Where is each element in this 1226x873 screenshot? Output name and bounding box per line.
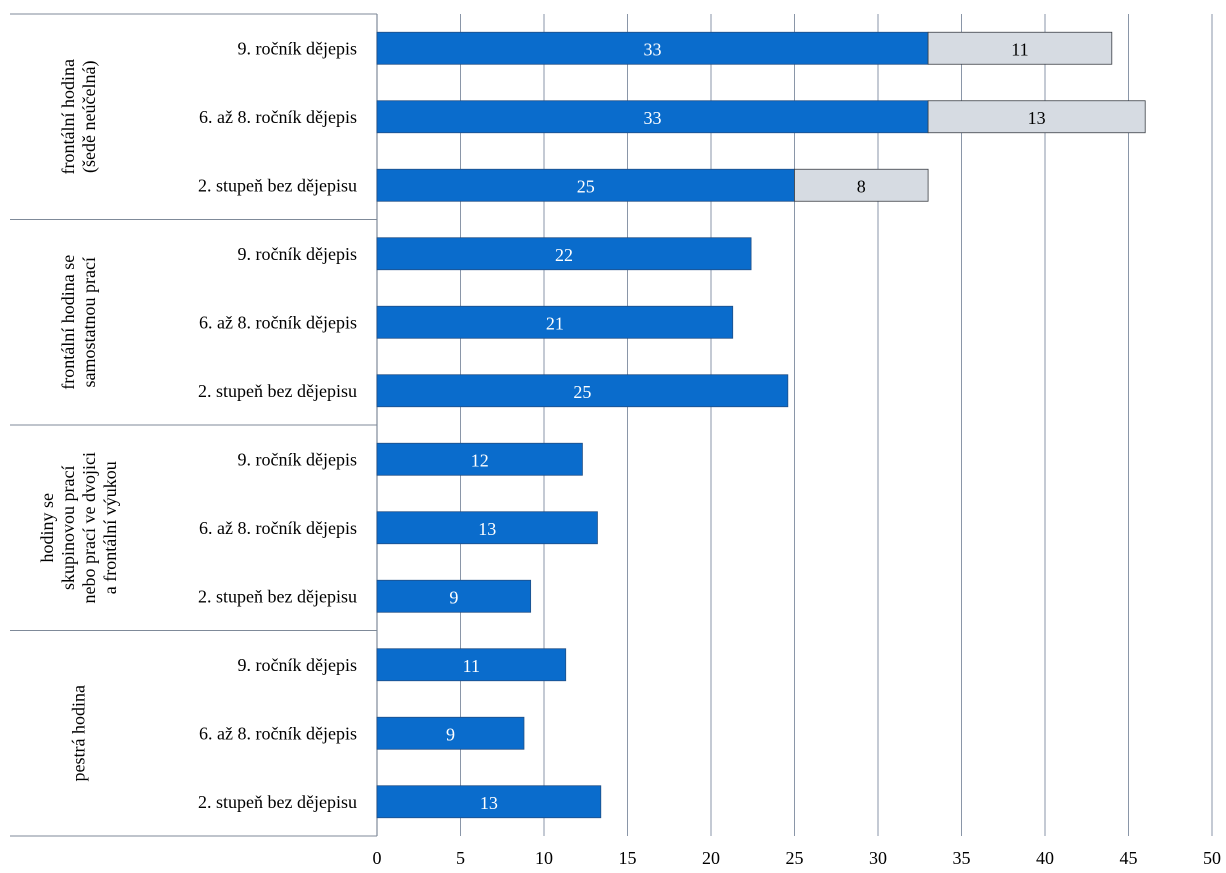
x-tick-label: 10: [535, 848, 553, 868]
bar-primary: [376, 237, 752, 271]
data-label-primary: 33: [644, 108, 662, 128]
x-tick-label: 20: [702, 848, 720, 868]
bar-primary: [376, 374, 789, 408]
data-label-primary: 22: [555, 245, 573, 265]
group-label: pestrá hodina: [69, 685, 89, 781]
category-label: 6. až 8. ročník dějepis: [199, 107, 357, 127]
bar-secondary: [794, 168, 929, 202]
x-tick-label: 25: [786, 848, 804, 868]
category-label: 6. až 8. ročník dějepis: [199, 723, 357, 743]
bar-secondary: [927, 31, 1113, 65]
bar-primary: [376, 785, 602, 819]
bars: [376, 31, 1146, 819]
grid-lines: [460, 14, 1213, 836]
bar-primary: [376, 100, 929, 134]
data-label-primary: 12: [471, 450, 489, 470]
x-tick-label: 0: [373, 848, 382, 868]
data-label-primary: 13: [478, 519, 496, 539]
bar-primary: [376, 648, 567, 682]
bar-primary: [376, 716, 525, 750]
category-label: 2. stupeň bez dějepisu: [198, 381, 357, 401]
group-label: frontální hodina se: [58, 255, 78, 390]
category-label: 9. ročník dějepis: [238, 38, 357, 58]
group-label: hodiny se: [37, 493, 57, 563]
data-label-secondary: 11: [1011, 39, 1028, 59]
category-label: 6. až 8. ročník dějepis: [199, 518, 357, 538]
category-label: 6. až 8. ročník dějepis: [199, 312, 357, 332]
category-label: 2. stupeň bez dějepisu: [198, 175, 357, 195]
category-label: 9. ročník dějepis: [238, 655, 357, 675]
group-label: frontální hodina: [58, 59, 78, 174]
x-tick-label: 45: [1120, 848, 1138, 868]
bar-primary: [376, 511, 598, 545]
bar-primary: [376, 442, 583, 476]
bar-primary: [376, 168, 795, 202]
category-label: 9. ročník dějepis: [238, 244, 357, 264]
bar-primary: [376, 305, 734, 339]
data-label-secondary: 13: [1028, 108, 1046, 128]
group-label: samostatnou prací: [79, 257, 99, 387]
group-label: skupinovou prací: [58, 466, 78, 590]
x-tick-label: 15: [619, 848, 637, 868]
x-tick-label: 5: [456, 848, 465, 868]
category-label: 2. stupeň bez dějepisu: [198, 792, 357, 812]
data-label-primary: 9: [449, 587, 458, 607]
data-label-primary: 13: [480, 793, 498, 813]
category-label: 9. ročník dějepis: [238, 449, 357, 469]
category-label: 2. stupeň bez dějepisu: [198, 586, 357, 606]
bar-primary: [376, 579, 532, 613]
group-label: a frontální výukou: [100, 461, 120, 594]
group-label: (šedě neúčelná): [79, 61, 100, 173]
data-label-primary: 11: [463, 656, 480, 676]
data-label-primary: 21: [546, 313, 564, 333]
data-label-primary: 25: [577, 176, 595, 196]
data-label-secondary: 8: [857, 176, 866, 196]
bar-secondary: [927, 100, 1146, 134]
bar-primary: [376, 31, 929, 65]
data-label-primary: 33: [644, 39, 662, 59]
x-tick-label: 35: [953, 848, 971, 868]
labels: 0 5 10 15 20 25 30 35 40 45 50 frontální hodina (šed…: [37, 38, 1221, 868]
x-tick-label: 50: [1203, 848, 1221, 868]
category-axis-frame: [10, 13, 378, 837]
x-tick-label: 30: [869, 848, 887, 868]
group-label: nebo prací ve dvojici: [79, 452, 99, 603]
data-label-primary: 25: [573, 382, 591, 402]
x-tick-label: 40: [1036, 848, 1054, 868]
data-label-primary: 9: [446, 724, 455, 744]
